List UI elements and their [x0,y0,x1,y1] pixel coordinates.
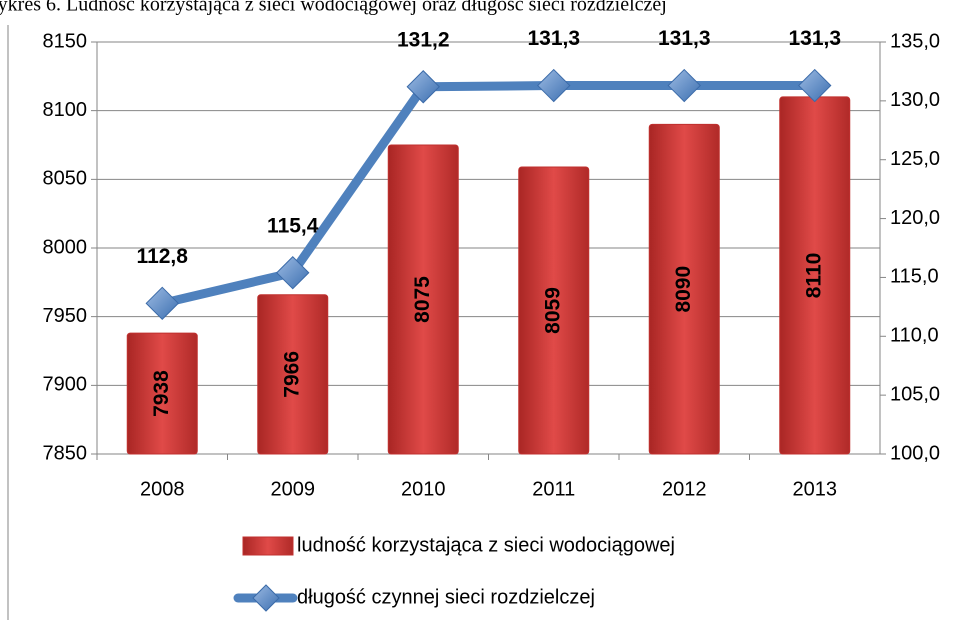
bar-value-label: 7966 [280,351,303,398]
line-marker [276,256,310,290]
line-value-label: 131,3 [788,27,841,50]
y2-tick-label: 120,0 [890,207,940,229]
y-tick-label: 7850 [43,442,88,464]
y2-tick-label: 115,0 [890,266,939,288]
legend-marker [252,584,280,612]
line-value-label: 112,8 [137,245,189,268]
line-marker [406,70,440,104]
line-marker [798,68,832,103]
line-marker [145,286,179,321]
y2-tick-label: 135,0 [890,30,940,52]
y-tick-label: 8150 [43,30,88,52]
x-tick-label: 2011 [532,478,575,500]
y2-tick-label: 105,0 [890,383,940,405]
bar [126,332,198,455]
y2-tick-label: 130,0 [890,89,940,111]
y-tick-label: 8100 [43,99,88,121]
bar [387,144,459,455]
legend-label: ludność korzystająca z sieci wodociągowe… [297,534,675,556]
line-value-label: 131,3 [658,27,711,50]
line [161,81,815,308]
y-tick-label: 7900 [43,374,88,396]
line-marker [667,68,701,103]
y2-tick-label: 125,0 [890,148,940,170]
bar-value-label: 7938 [150,370,173,417]
y-tick-label: 7950 [43,305,88,327]
line-value-label: 131,2 [397,28,450,51]
x-tick-label: 2009 [271,478,316,500]
y2-tick-label: 110,0 [890,325,939,347]
line-marker [537,68,571,103]
chart-title: Wykres 6. Ludność korzystająca z sieci w… [0,0,667,16]
line-value-label: 115,4 [267,214,319,237]
bar [648,123,720,455]
x-tick-label: 2013 [793,478,838,500]
line-value-label: 131,3 [527,27,580,50]
x-tick-label: 2012 [662,478,707,500]
bar-value-label: 8075 [411,276,434,323]
y2-tick-label: 100,0 [890,442,940,464]
y-tick-label: 8050 [43,168,88,190]
bar-value-label: 8110 [802,253,825,299]
bar-value-label: 8059 [541,287,564,334]
bar-value-label: 8090 [672,266,695,313]
legend-label: długość czynnej sieci rozdzielczej [297,586,595,608]
y-tick-label: 8000 [43,236,88,258]
bar [257,294,329,455]
legend-swatch [242,536,294,556]
x-tick-label: 2010 [401,478,446,500]
x-tick-label: 2008 [140,478,185,500]
bar [518,166,590,455]
